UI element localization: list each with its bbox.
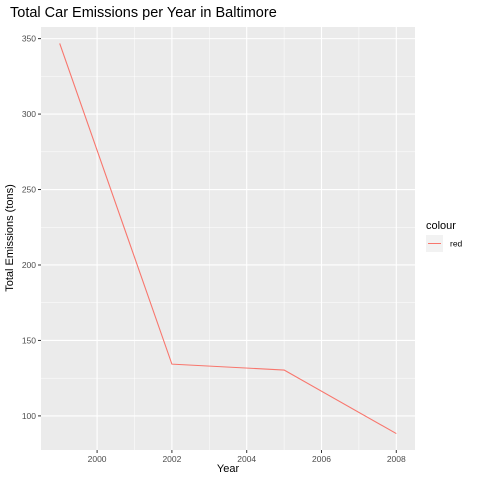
series-line-red xyxy=(59,43,397,435)
y-tick-label: 150 xyxy=(22,335,36,345)
y-tick-label: 300 xyxy=(22,109,36,119)
x-tick-label: 2002 xyxy=(162,454,181,464)
y-tick-label: 100 xyxy=(22,411,36,421)
legend-label: red xyxy=(450,239,463,249)
y-tick-label: 350 xyxy=(22,34,36,44)
plot-panel xyxy=(41,27,415,450)
minor-gridlines xyxy=(41,27,415,450)
x-tick-label: 2008 xyxy=(387,454,406,464)
x-tick-label: 2004 xyxy=(237,454,256,464)
legend: colour red xyxy=(426,220,463,252)
y-tick-label: 200 xyxy=(22,260,36,270)
y-axis-title: Total Emissions (tons) xyxy=(4,184,16,292)
legend-title: colour xyxy=(426,220,456,232)
y-tick-label: 250 xyxy=(22,185,36,195)
x-axis-title: Year xyxy=(217,463,240,475)
chart-title: Total Car Emissions per Year in Baltimor… xyxy=(10,5,277,21)
x-tick-label: 2000 xyxy=(88,454,107,464)
series-layer xyxy=(59,43,397,435)
major-gridlines xyxy=(41,27,415,450)
axis-ticks: 2000 2002 2004 2006 2008 100 150 200 250 300 350 xyxy=(22,34,406,464)
x-tick-label: 2006 xyxy=(312,454,331,464)
